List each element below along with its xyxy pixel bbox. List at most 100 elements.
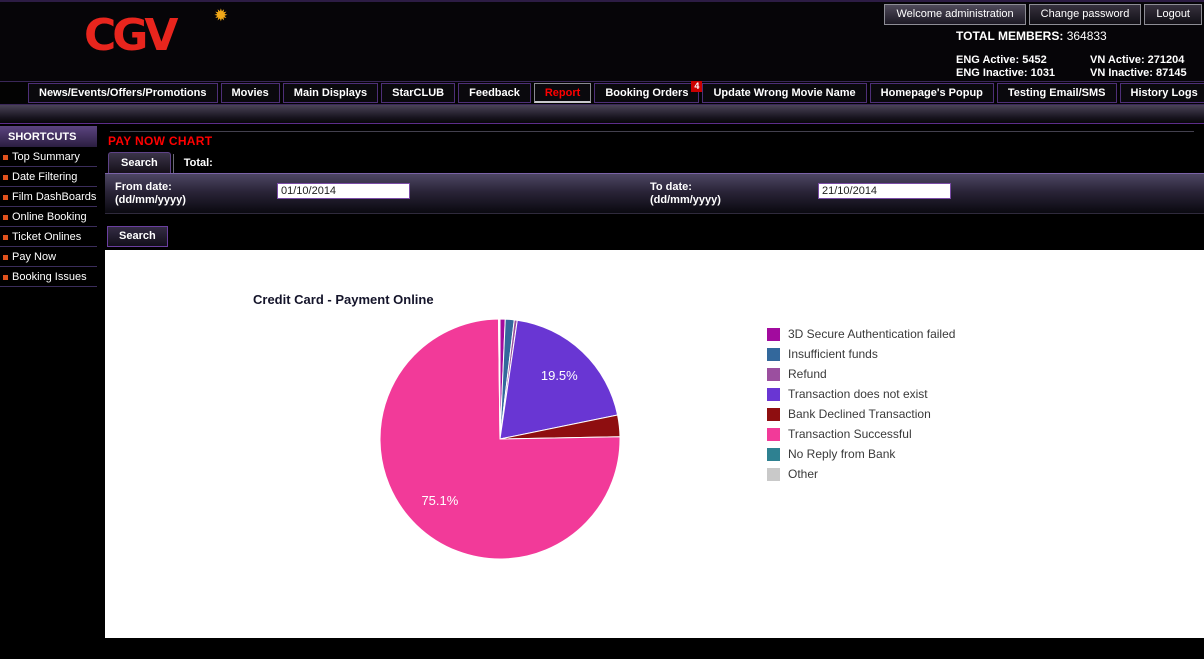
- legend-item-other: Other: [767, 464, 955, 484]
- legend-item-insufficient-funds: Insufficient funds: [767, 344, 955, 364]
- legend-item-3d-secure-authentication-failed: 3D Secure Authentication failed: [767, 324, 955, 344]
- nav-item-history-logs[interactable]: History Logs: [1119, 83, 1204, 103]
- eng-inactive-stat: ENG Inactive: 1031: [956, 67, 1056, 79]
- pie-chart: 19.5% 75.1%: [379, 318, 621, 560]
- legend-swatch: [767, 367, 780, 381]
- main-content: PAY NOW CHART Search Total: From date: (…: [105, 124, 1204, 638]
- from-date-format-hint: (dd/mm/yyyy): [115, 194, 186, 206]
- bullet-square-icon: [3, 174, 8, 180]
- nav-item-label: Feedback: [469, 87, 520, 99]
- sidebar-item-online-booking[interactable]: Online Booking: [0, 207, 97, 227]
- nav-item-main-displays[interactable]: Main Displays: [282, 83, 379, 103]
- to-date-label-text: To date:: [650, 181, 692, 193]
- chart-panel: Credit Card - Payment Online 19.5% 75.1% …: [105, 250, 1204, 638]
- account-tab-welcome-administration[interactable]: Welcome administration: [884, 4, 1026, 25]
- sidebar-item-pay-now[interactable]: Pay Now: [0, 247, 97, 267]
- legend-label: 3D Secure Authentication failed: [788, 327, 956, 341]
- nav-item-update-wrong-movie-name[interactable]: Update Wrong Movie Name: [702, 83, 867, 103]
- to-date-input[interactable]: [818, 183, 951, 199]
- chart-legend: 3D Secure Authentication failed Insuffici…: [767, 324, 955, 484]
- sidebar-item-top-summary[interactable]: Top Summary: [0, 147, 97, 167]
- tab-total[interactable]: Total:: [183, 157, 213, 169]
- legend-label: Other: [788, 467, 819, 481]
- legend-item-refund: Refund: [767, 364, 955, 384]
- member-stats: TOTAL MEMBERS: 364833 ENG Active: 5452 V…: [956, 29, 1187, 79]
- chart-title: Credit Card - Payment Online: [253, 292, 434, 307]
- nav-item-label: Report: [544, 86, 581, 99]
- account-tabs: Welcome administration Change password Log…: [884, 4, 1202, 25]
- pie-slice-other: [498, 318, 501, 440]
- header-gradient-strip: [0, 105, 1204, 124]
- nav-item-news-events-offers-promotions[interactable]: News/Events/Offers/Promotions: [28, 83, 218, 103]
- nav-item-label: Booking Orders: [605, 87, 689, 99]
- sidebar-item-ticket-onlines[interactable]: Ticket Onlines: [0, 227, 97, 247]
- sidebar-item-label: Film DashBoards: [12, 191, 97, 203]
- footer-bar: [0, 638, 1204, 659]
- total-members-value: 364833: [1066, 29, 1107, 43]
- bullet-square-icon: [3, 274, 8, 280]
- legend-swatch: [767, 407, 780, 421]
- to-date-format-hint: (dd/mm/yyyy): [650, 194, 721, 206]
- bullet-square-icon: [3, 234, 8, 240]
- bullet-square-icon: [3, 214, 8, 220]
- legend-swatch: [767, 447, 780, 461]
- legend-item-no-reply-from-bank: No Reply from Bank: [767, 444, 955, 464]
- legend-swatch: [767, 387, 780, 401]
- sidebar-item-label: Ticket Onlines: [12, 231, 82, 243]
- date-filter-band: From date: (dd/mm/yyyy) To date: (dd/mm/…: [105, 173, 1204, 214]
- sidebar-item-booking-issues[interactable]: Booking Issues: [0, 267, 97, 287]
- tab-search[interactable]: Search: [108, 152, 171, 173]
- sidebar-item-label: Top Summary: [12, 151, 80, 163]
- pie-slice-transaction-does-not-exist: [499, 319, 619, 440]
- legend-swatch: [767, 467, 780, 481]
- content-area: SHORTCUTS Top Summary Date Filtering Film …: [0, 124, 1204, 638]
- legend-label: Transaction does not exist: [788, 387, 928, 401]
- sidebar-item-label: Date Filtering: [12, 171, 78, 183]
- pie-data-label: 19.5%: [541, 368, 578, 383]
- nav-item-label: Homepage's Popup: [880, 87, 983, 99]
- header: CGV ✹ Welcome administration Change passw…: [0, 0, 1204, 81]
- legend-swatch: [767, 327, 780, 341]
- sidebar-title: SHORTCUTS: [0, 126, 97, 147]
- nav-item-report[interactable]: Report: [533, 83, 592, 103]
- vn-active-stat: VN Active: 271204: [1090, 54, 1185, 66]
- legend-swatch: [767, 347, 780, 361]
- account-tab-change-password[interactable]: Change password: [1028, 4, 1142, 25]
- bullet-square-icon: [3, 194, 8, 200]
- legend-item-bank-declined-transaction: Bank Declined Transaction: [767, 404, 955, 424]
- nav-item-label: Update Wrong Movie Name: [713, 87, 856, 99]
- account-tab-logout[interactable]: Logout: [1144, 4, 1202, 25]
- legend-label: No Reply from Bank: [788, 447, 896, 461]
- sidebar-item-date-filtering[interactable]: Date Filtering: [0, 167, 97, 187]
- tab-separator: [172, 154, 174, 173]
- nav-item-testing-email-sms[interactable]: Testing Email/SMS: [996, 83, 1117, 103]
- nav-item-movies[interactable]: Movies: [220, 83, 280, 103]
- from-date-input[interactable]: [277, 183, 410, 199]
- cgv-logo-text: CGV: [84, 10, 178, 61]
- sidebar-item-film-dashboards[interactable]: Film DashBoards: [0, 187, 97, 207]
- nav-item-booking-orders[interactable]: Booking Orders 4: [594, 81, 703, 103]
- member-stats-grid: ENG Active: 5452 VN Active: 271204 ENG I…: [956, 54, 1187, 79]
- vn-inactive-stat: VN Inactive: 87145: [1090, 67, 1187, 79]
- from-date-label-text: From date:: [115, 181, 172, 193]
- to-date-label: To date: (dd/mm/yyyy): [650, 181, 721, 207]
- nav-item-label: Testing Email/SMS: [1007, 87, 1106, 99]
- search-button[interactable]: Search: [107, 226, 168, 247]
- sidebar-item-label: Online Booking: [12, 211, 87, 223]
- nav-item-label: Movies: [231, 87, 269, 99]
- bullet-square-icon: [3, 154, 8, 160]
- legend-swatch: [767, 427, 780, 441]
- search-tabs: Search Total:: [108, 152, 223, 173]
- total-members-label: TOTAL MEMBERS:: [956, 29, 1064, 43]
- eng-active-stat: ENG Active: 5452: [956, 54, 1047, 66]
- nav-item-feedback[interactable]: Feedback: [458, 83, 531, 103]
- nav-item-starclub[interactable]: StarCLUB: [381, 83, 456, 103]
- legend-item-transaction-successful: Transaction Successful: [767, 424, 955, 444]
- nav-item-label: News/Events/Offers/Promotions: [39, 87, 207, 99]
- nav-item-homepage-s-popup[interactable]: Homepage's Popup: [869, 83, 994, 103]
- legend-item-transaction-does-not-exist: Transaction does not exist: [767, 384, 955, 404]
- page-title: PAY NOW CHART: [108, 134, 213, 148]
- legend-label: Insufficient funds: [788, 347, 878, 361]
- nav-item-label: History Logs: [1130, 87, 1198, 99]
